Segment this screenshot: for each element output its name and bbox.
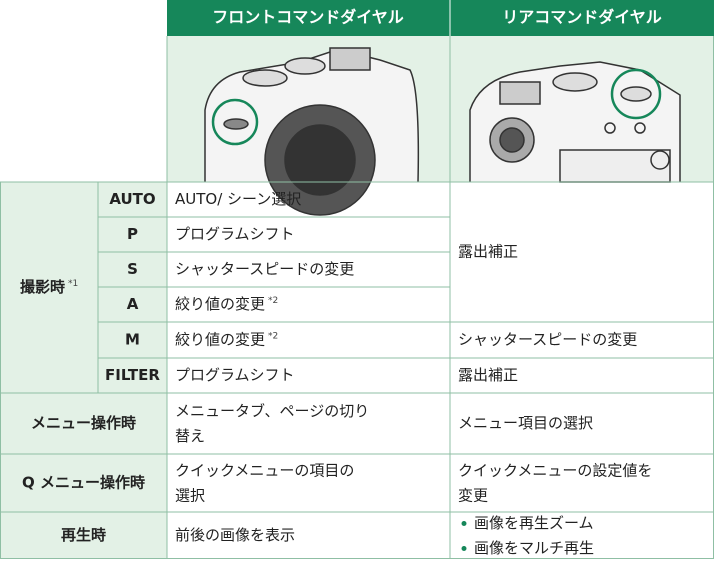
footnote-ref: *2 (268, 296, 278, 306)
bullet (461, 521, 467, 526)
mode: S (127, 260, 138, 278)
header-front: フロントコマンドダイヤル (212, 8, 404, 27)
rear-action: クイックメニューの設定値を (458, 462, 652, 480)
camera-front (204, 47, 420, 216)
header-rear: リアコマンドダイヤル (502, 8, 662, 27)
rear-action: 画像をマルチ再生 (474, 539, 594, 557)
mode: M (125, 331, 140, 349)
front-action: 選択 (175, 487, 205, 505)
rear-action: シャッタースピードの変更 (458, 331, 637, 349)
mode: P (127, 225, 138, 243)
rear-action: 変更 (458, 487, 488, 505)
front-action: 絞り値の変更 (175, 331, 265, 349)
mode: AUTO (109, 190, 155, 208)
label-cell (0, 182, 167, 559)
footnote-ref: *1 (68, 279, 78, 289)
header-cell (167, 0, 450, 36)
camera-rear (469, 61, 681, 183)
mode: A (127, 295, 139, 313)
front-action: プログラムシフト (175, 225, 295, 243)
row-label: 撮影時 (20, 278, 65, 296)
row-label: Q メニュー操作時 (22, 474, 145, 492)
front-action: クイックメニューの項目の (175, 462, 354, 480)
mode: FILTER (105, 366, 160, 384)
rear-action: メニュー項目の選択 (458, 414, 593, 432)
rear-action: 露出補正 (458, 243, 518, 261)
front-action: 絞り値の変更 (175, 295, 265, 313)
front-action: メニュータブ、ページの切り (175, 402, 369, 420)
front-action: AUTO/ シーン選択 (175, 190, 301, 208)
front-action: シャッタースピードの変更 (175, 260, 354, 278)
rear-action: 露出補正 (458, 366, 518, 384)
bullet (461, 546, 467, 551)
front-action: 替え (175, 427, 205, 445)
front-action: プログラムシフト (175, 366, 295, 384)
front-action: 前後の画像を表示 (175, 526, 295, 544)
row-label: 再生時 (61, 526, 106, 544)
rear-action: 画像を再生ズーム (474, 514, 594, 532)
row-label: メニュー操作時 (31, 414, 136, 432)
header-cell (450, 0, 714, 36)
footnote-ref: *2 (268, 332, 278, 342)
